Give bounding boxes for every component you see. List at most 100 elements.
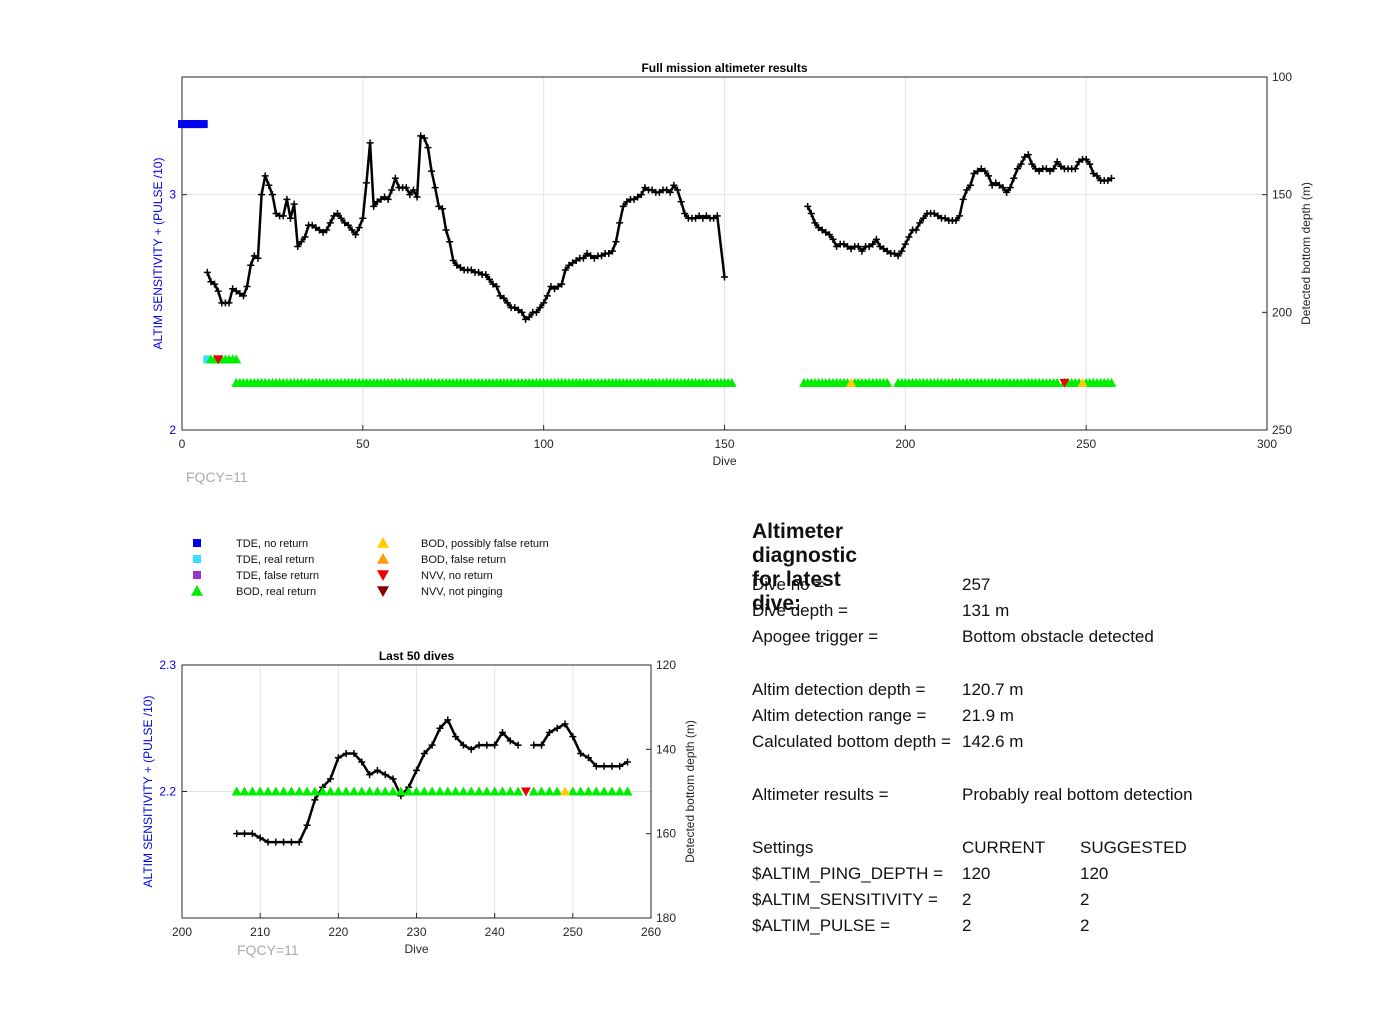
y-right-tick-label: 100 xyxy=(1272,70,1292,84)
depth-point xyxy=(934,212,942,220)
depth-point xyxy=(452,733,460,741)
depth-point xyxy=(402,184,410,192)
legend-item: NVV, no return xyxy=(377,570,493,582)
marker-triangle-up xyxy=(239,786,250,796)
marker-triangle-up xyxy=(419,786,430,796)
depth-point xyxy=(334,209,342,217)
depth-point xyxy=(930,209,938,217)
depth-point xyxy=(1042,165,1050,173)
depth-point xyxy=(428,167,436,175)
marker-triangle-up xyxy=(262,786,273,796)
legend-label: BOD, false return xyxy=(421,554,506,566)
depth-point xyxy=(264,838,272,846)
depth-point xyxy=(1057,162,1065,170)
depth-point xyxy=(561,720,569,728)
legend-label: BOD, possibly false return xyxy=(421,538,549,550)
depth-point xyxy=(905,233,913,241)
depth-point xyxy=(540,299,548,307)
chart-title: Full mission altimeter results xyxy=(641,61,807,75)
legend-triangle-down-icon xyxy=(377,570,389,581)
depth-point xyxy=(496,292,504,300)
series-bod-real-return xyxy=(205,354,1117,387)
marker-triangle-up xyxy=(560,786,571,796)
marker-triangle-up xyxy=(364,786,375,796)
legend-triangle-up-icon xyxy=(377,553,389,564)
depth-point xyxy=(963,186,971,194)
marker-triangle-up xyxy=(1077,377,1088,387)
depth-point xyxy=(229,285,237,293)
marker-triangle-up xyxy=(403,786,414,796)
legend-triangle-down-icon xyxy=(377,586,389,597)
depth-point xyxy=(985,172,993,180)
depth-point xyxy=(655,188,663,196)
detection-range-label: Altim detection range = xyxy=(752,706,927,725)
depth-point xyxy=(677,198,685,206)
depth-point xyxy=(854,242,862,250)
depth-point xyxy=(506,737,514,745)
depth-point xyxy=(663,186,671,194)
depth-point xyxy=(692,214,700,222)
depth-point xyxy=(391,174,399,182)
depth-point xyxy=(214,287,222,295)
depth-point xyxy=(467,745,475,753)
depth-point xyxy=(295,838,303,846)
depth-point xyxy=(308,221,316,229)
x-tick-label: 100 xyxy=(534,437,554,451)
marker-triangle-up xyxy=(552,786,563,796)
marker-triangle-up xyxy=(309,786,320,796)
pulse-current: 2 xyxy=(962,916,972,935)
depth-point xyxy=(883,247,891,255)
depth-point xyxy=(670,181,678,189)
depth-point xyxy=(261,172,269,180)
marker-triangle-up xyxy=(341,786,352,796)
legend-label: NVV, no return xyxy=(421,570,493,582)
depth-point xyxy=(584,754,592,762)
depth-point xyxy=(290,200,298,208)
depth-point xyxy=(869,240,877,248)
depth-point xyxy=(894,252,902,260)
depth-point xyxy=(303,821,311,829)
marker-triangle-up xyxy=(442,786,453,796)
depth-point xyxy=(1107,174,1115,182)
diagnostic-title: Altimeter diagnostic for latest dive: xyxy=(752,520,858,615)
legend-item: NVV, not pinging xyxy=(377,586,503,598)
marker-triangle-up xyxy=(1052,377,1063,387)
marker-triangle-up xyxy=(395,786,406,796)
depth-point xyxy=(485,275,493,283)
depth-point xyxy=(1028,160,1036,168)
depth-point xyxy=(370,202,378,210)
marker-triangle-up xyxy=(458,786,469,796)
depth-point xyxy=(366,139,374,147)
y-right-tick-label: 250 xyxy=(1272,423,1292,437)
depth-point xyxy=(311,796,319,804)
legend-triangle-up-icon xyxy=(377,537,389,548)
legend-label: TDE, real return xyxy=(236,554,314,566)
marker-triangle-up xyxy=(294,786,305,796)
depth-point xyxy=(710,214,718,222)
legend-item: TDE, false return xyxy=(193,570,319,582)
x-tick-label: 50 xyxy=(356,437,370,451)
marker-triangle-up xyxy=(278,786,289,796)
depth-point xyxy=(388,186,396,194)
depth-point xyxy=(843,242,851,250)
marker-triangle-up xyxy=(567,786,578,796)
marker-triangle-up xyxy=(333,786,344,796)
y-right-tick-label: 200 xyxy=(1272,305,1292,319)
marker-triangle-up xyxy=(528,786,539,796)
depth-point xyxy=(350,750,358,758)
depth-point xyxy=(699,214,707,222)
depth-point xyxy=(341,219,349,227)
depth-point xyxy=(673,186,681,194)
depth-point xyxy=(256,834,264,842)
y-left-tick-label: 2 xyxy=(169,423,176,437)
depth-point xyxy=(431,184,439,192)
depth-point xyxy=(247,261,255,269)
depth-point xyxy=(413,766,420,774)
bottom-depth-value: 142.6 m xyxy=(962,732,1024,751)
depth-point xyxy=(565,261,573,269)
depth-point xyxy=(592,762,600,770)
legend-label: TDE, no return xyxy=(236,538,308,550)
depth-point xyxy=(511,304,519,312)
series-bod-real-return xyxy=(231,786,633,796)
depth-point xyxy=(1082,155,1090,163)
